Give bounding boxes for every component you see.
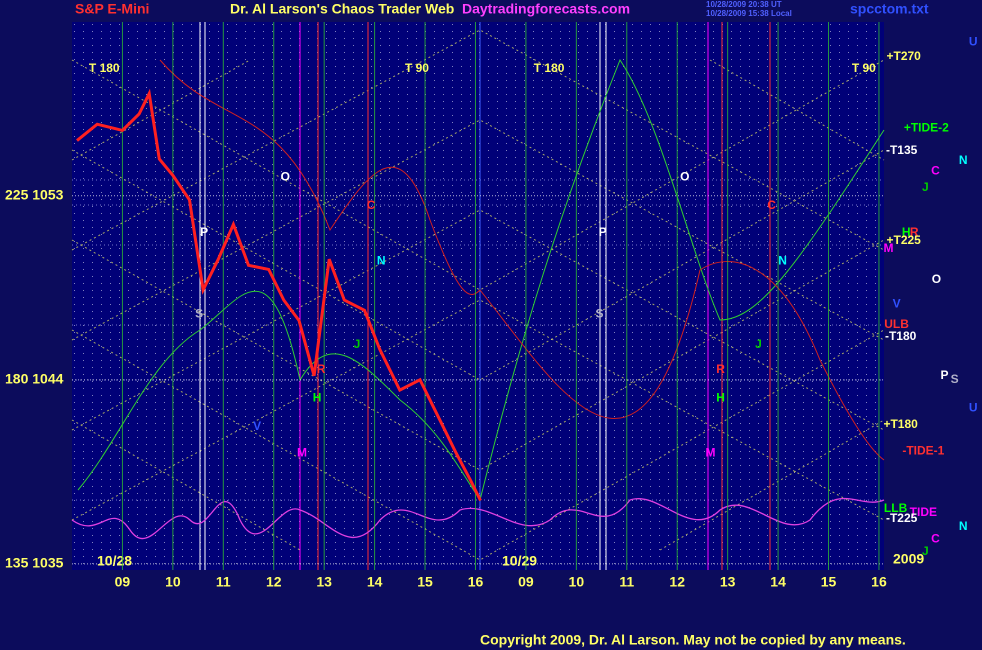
annotation: -T180 bbox=[885, 329, 917, 343]
annotation: V bbox=[253, 419, 261, 433]
annotation: H bbox=[313, 390, 322, 404]
site: Daytradingforecasts.com bbox=[462, 1, 630, 17]
annotation: U bbox=[969, 35, 978, 49]
year-label: 2009 bbox=[893, 551, 924, 567]
x-tick-label: 12 bbox=[266, 574, 282, 590]
x-tick-label: 15 bbox=[417, 574, 433, 590]
chart-title: Dr. Al Larson's Chaos Trader Web bbox=[230, 1, 454, 17]
symbol: S&P E-Mini bbox=[75, 1, 149, 17]
y-tick-label: 135 1035 bbox=[5, 555, 64, 571]
annotation: M bbox=[884, 241, 894, 255]
x-tick-label: 09 bbox=[518, 574, 534, 590]
annotation: -T225 bbox=[886, 511, 918, 525]
annotation: O bbox=[680, 170, 689, 184]
y-tick-label: 180 1044 bbox=[5, 371, 64, 387]
annotation: J bbox=[922, 180, 929, 194]
annotation: N bbox=[959, 153, 968, 167]
x-tick-label: 14 bbox=[770, 574, 786, 590]
file-name: spcctom.txt bbox=[850, 1, 929, 17]
annotation: +T180 bbox=[883, 417, 918, 431]
annotation: T 90 bbox=[852, 61, 876, 75]
y-tick-label: 225 1053 bbox=[5, 187, 64, 203]
annotation: T 180 bbox=[89, 61, 120, 75]
annotation: LLB bbox=[884, 501, 908, 515]
annotation: +T225 bbox=[886, 233, 921, 247]
annotation: -TIDE-1 bbox=[902, 444, 944, 458]
annotation: J bbox=[354, 337, 361, 351]
date-label: 10/29 bbox=[502, 553, 537, 569]
annotation: N bbox=[959, 519, 968, 533]
annotation: V bbox=[893, 296, 901, 310]
annotation: P bbox=[941, 368, 949, 382]
annotation: ULB bbox=[884, 317, 909, 331]
annotation: P bbox=[599, 225, 607, 239]
annotation: TIDE bbox=[910, 505, 937, 519]
timestamp: 10/28/2009 20:38 UT bbox=[706, 0, 782, 9]
x-tick-label: 12 bbox=[669, 574, 685, 590]
annotation: N bbox=[377, 253, 386, 267]
annotation: H bbox=[716, 390, 725, 404]
annotation: M bbox=[706, 446, 716, 460]
copyright: Copyright 2009, Dr. Al Larson. May not b… bbox=[480, 632, 906, 648]
annotation: M bbox=[297, 446, 307, 460]
annotation: S bbox=[596, 307, 604, 321]
plot-texture bbox=[72, 22, 884, 570]
x-tick-label: 16 bbox=[871, 574, 887, 590]
x-tick-label: 14 bbox=[367, 574, 383, 590]
annotation: T 180 bbox=[534, 61, 565, 75]
annotation: R bbox=[317, 362, 326, 376]
x-tick-label: 13 bbox=[316, 574, 332, 590]
annotation: T 90 bbox=[405, 61, 429, 75]
annotation: J bbox=[922, 544, 929, 558]
annotation: P bbox=[200, 225, 208, 239]
x-tick-label: 13 bbox=[720, 574, 736, 590]
x-tick-label: 16 bbox=[468, 574, 484, 590]
annotation: S bbox=[195, 307, 203, 321]
date-label: 10/28 bbox=[97, 553, 132, 569]
x-tick-label: 09 bbox=[115, 574, 131, 590]
annotation: O bbox=[932, 272, 941, 286]
annotation: C bbox=[367, 198, 376, 212]
x-tick-label: 11 bbox=[619, 574, 634, 590]
annotation: R bbox=[910, 225, 919, 239]
annotation: O bbox=[281, 170, 290, 184]
annotation: H bbox=[902, 225, 911, 239]
annotation: +T270 bbox=[886, 49, 921, 63]
x-tick-label: 10 bbox=[165, 574, 181, 590]
annotation: R bbox=[716, 362, 725, 376]
annotation: C bbox=[767, 198, 776, 212]
x-tick-label: 10 bbox=[569, 574, 585, 590]
annotation: U bbox=[969, 401, 978, 415]
annotation: C bbox=[931, 163, 940, 177]
annotation: -T135 bbox=[886, 143, 918, 157]
timestamp: 10/28/2009 15:38 Local bbox=[706, 9, 792, 18]
x-tick-label: 11 bbox=[216, 574, 231, 590]
annotation: C bbox=[931, 532, 940, 546]
cycle-lines bbox=[71, 22, 885, 570]
annotation: +TIDE-2 bbox=[904, 121, 949, 135]
annotation: J bbox=[755, 337, 762, 351]
annotation: N bbox=[778, 253, 787, 267]
annotation: S bbox=[951, 372, 959, 386]
price-line bbox=[76, 88, 482, 502]
x-tick-label: 15 bbox=[821, 574, 837, 590]
